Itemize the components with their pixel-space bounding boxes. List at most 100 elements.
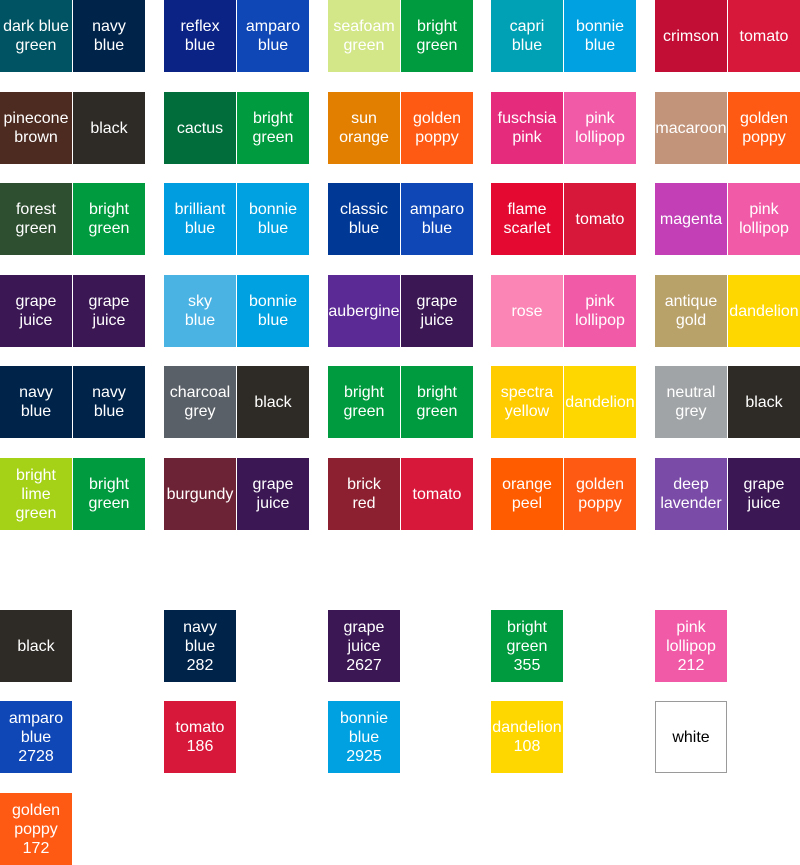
color-swatch: black [237,366,309,438]
color-swatch: grape juice [73,275,145,347]
color-swatch: antique gold [655,275,727,347]
color-swatch: brilliant blue [164,183,236,255]
color-pair: flame scarlet tomato [491,183,636,255]
color-swatch: grape juice [237,458,309,530]
color-swatch: pink lollipop [728,183,800,255]
color-swatch: bright green [328,366,400,438]
color-swatch: bright green [73,183,145,255]
color-swatch: dandelion [564,366,636,438]
color-pair: crimson tomato [655,0,800,72]
color-swatch: capri blue [491,0,563,72]
color-swatch: bright green 355 [491,610,563,682]
color-swatch: pink lollipop [564,92,636,164]
color-swatch: orange peel [491,458,563,530]
color-swatch: spectra yellow [491,366,563,438]
color-swatch: fuschsia pink [491,92,563,164]
color-swatch: magenta [655,183,727,255]
color-swatch: amparo blue 2728 [0,701,72,773]
color-swatch: classic blue [328,183,400,255]
color-pair: navy blue navy blue [0,366,145,438]
color-pair: deep lavender grape juice [655,458,800,530]
color-swatch: golden poppy [401,92,473,164]
color-swatch: macaroon [655,92,727,164]
color-swatch: navy blue [0,366,72,438]
color-pair: rose pink lollipop [491,275,636,347]
color-swatch: cactus [164,92,236,164]
color-pair: forest green bright green [0,183,145,255]
color-swatch: reflex blue [164,0,236,72]
color-swatch: grape juice 2627 [328,610,400,682]
color-swatch: dandelion [728,275,800,347]
color-swatch: dandelion 108 [491,701,563,773]
color-swatch: sun orange [328,92,400,164]
color-swatch: golden poppy [564,458,636,530]
color-pair: macaroon golden poppy [655,92,800,164]
color-pair: antique gold dandelion [655,275,800,347]
color-swatch: bright green [401,366,473,438]
color-swatch: golden poppy [728,92,800,164]
color-swatch: bonnie blue [237,183,309,255]
color-swatch: tomato [728,0,800,72]
color-swatch: charcoal grey [164,366,236,438]
single-swatch-wrapper: tomato 186 [164,701,236,773]
single-swatch-wrapper: bright green 355 [491,610,563,682]
color-swatch: forest green [0,183,72,255]
color-pair: spectra yellow dandelion [491,366,636,438]
color-swatch: navy blue [73,0,145,72]
color-swatch: bonnie blue [237,275,309,347]
color-swatch: bright green [401,0,473,72]
color-pair: burgundy grape juice [164,458,309,530]
color-swatch: navy blue 282 [164,610,236,682]
color-pair: seafoam green bright green [328,0,473,72]
color-swatch: black [0,610,72,682]
color-swatch: grape juice [728,458,800,530]
color-swatch: deep lavender [655,458,727,530]
color-pair: brick red tomato [328,458,473,530]
single-swatch-wrapper: dandelion 108 [491,701,563,773]
single-swatch-wrapper: grape juice 2627 [328,610,400,682]
single-swatch-wrapper: white [655,701,727,773]
color-swatch: white [655,701,727,773]
single-swatch-wrapper: pink lollipop 212 [655,610,727,682]
color-pair: fuschsia pink pink lollipop [491,92,636,164]
color-pair: pinecone brown black [0,92,145,164]
single-swatch-wrapper: golden poppy 172 [0,793,72,865]
color-pair: cactus bright green [164,92,309,164]
color-swatch: tomato [401,458,473,530]
color-pair: aubergine grape juice [328,275,473,347]
color-swatch: pink lollipop [564,275,636,347]
color-pair: classic blue amparo blue [328,183,473,255]
color-swatch: bright lime green [0,458,72,530]
color-swatch: burgundy [164,458,236,530]
color-swatch: grape juice [401,275,473,347]
color-pair: bright lime green bright green [0,458,145,530]
color-pair: sky blue bonnie blue [164,275,309,347]
color-swatch: black [728,366,800,438]
color-swatch: crimson [655,0,727,72]
color-swatch: sky blue [164,275,236,347]
color-swatch: amparo blue [237,0,309,72]
color-swatch: bright green [237,92,309,164]
color-pair: charcoal grey black [164,366,309,438]
color-pair: sun orange golden poppy [328,92,473,164]
color-swatch: seafoam green [328,0,400,72]
color-swatch: grape juice [0,275,72,347]
color-swatch: bonnie blue [564,0,636,72]
color-swatch: golden poppy 172 [0,793,72,865]
color-pair: dark blue green navy blue [0,0,145,72]
color-swatch: flame scarlet [491,183,563,255]
color-swatch: bright green [73,458,145,530]
color-swatch: brick red [328,458,400,530]
color-swatch: amparo blue [401,183,473,255]
color-swatch: rose [491,275,563,347]
single-swatch-wrapper: navy blue 282 [164,610,236,682]
color-swatch: aubergine [328,275,400,347]
color-swatch: tomato [564,183,636,255]
single-swatch-wrapper: bonnie blue 2925 [328,701,400,773]
color-swatch: pink lollipop 212 [655,610,727,682]
color-pair: capri blue bonnie blue [491,0,636,72]
color-pair: orange peel golden poppy [491,458,636,530]
color-pair: brilliant blue bonnie blue [164,183,309,255]
color-pair: magenta pink lollipop [655,183,800,255]
color-swatch: pinecone brown [0,92,72,164]
